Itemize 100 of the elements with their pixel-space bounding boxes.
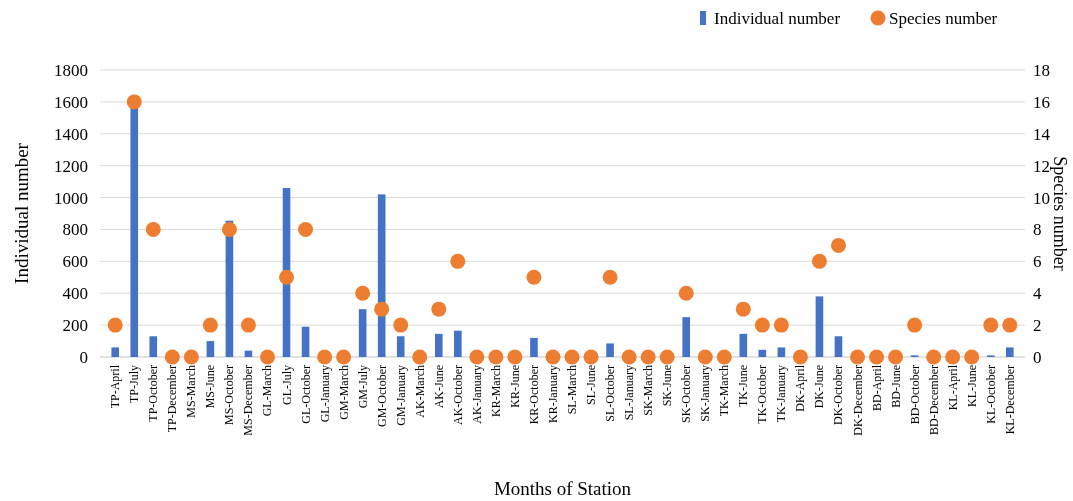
point — [164, 349, 180, 365]
point — [183, 349, 199, 365]
x-tick-label: KL-June — [964, 365, 979, 407]
x-tick-label: GM-March — [336, 365, 351, 420]
x-tick-label: SL-January — [622, 365, 637, 421]
y2-tick-label: 10 — [1033, 188, 1050, 208]
y2-tick-label: 14 — [1033, 124, 1051, 144]
point — [259, 349, 275, 365]
y2-axis-title: Species number — [1050, 156, 1070, 271]
x-tick-label: GM-July — [355, 365, 370, 409]
x-tick-label: GL-July — [279, 365, 294, 405]
bar — [358, 309, 367, 357]
x-tick-label: SK-March — [641, 365, 656, 416]
x-tick-label: TP-December — [165, 365, 180, 433]
point — [850, 349, 866, 365]
point — [659, 349, 675, 365]
x-tick-label: KR-October — [526, 365, 541, 425]
point — [374, 301, 390, 317]
point — [1002, 317, 1018, 333]
point — [279, 269, 295, 285]
y-tick-label: 1600 — [54, 92, 88, 112]
x-tick-label: MS-October — [222, 365, 237, 425]
x-tick-label: GL-March — [260, 365, 275, 417]
bar — [739, 333, 748, 357]
bar — [396, 336, 405, 357]
y2-tick-label: 12 — [1033, 156, 1050, 176]
y-axis-title: Individual number — [11, 142, 32, 284]
y-tick-label: 600 — [62, 252, 88, 272]
bar — [1005, 347, 1014, 357]
x-tick-label: TK-June — [736, 365, 751, 407]
x-axis-title: Months of Station — [493, 478, 632, 499]
point — [983, 317, 999, 333]
x-tick-label: BD-October — [907, 365, 922, 425]
y-tick-label: 1800 — [54, 60, 88, 80]
bar — [206, 341, 215, 357]
x-tick-label: TP-April — [108, 364, 123, 409]
point — [735, 301, 751, 317]
x-tick-label: DK-December — [850, 365, 865, 436]
x-tick-label: GM-January — [393, 365, 408, 426]
point — [564, 349, 580, 365]
y2-tick-label: 8 — [1033, 220, 1042, 240]
point — [488, 349, 504, 365]
y-tick-label: 400 — [62, 284, 88, 304]
point — [773, 317, 789, 333]
point — [697, 349, 713, 365]
y-tick-label: 0 — [79, 347, 88, 367]
x-tick-label: BD-December — [926, 365, 941, 435]
point — [450, 253, 466, 269]
bar — [130, 106, 139, 357]
y-tick-label: 1400 — [54, 124, 88, 144]
point — [126, 94, 142, 110]
x-tick-label: SL-March — [565, 365, 580, 415]
x-tick-label: MS-March — [184, 365, 199, 418]
bar — [434, 333, 443, 357]
y2-tick-label: 6 — [1033, 252, 1042, 272]
point — [907, 317, 923, 333]
x-tick-label: DK-October — [831, 365, 846, 425]
point — [792, 349, 808, 365]
point — [583, 349, 599, 365]
bar — [815, 296, 824, 357]
x-tick-label: SL-October — [603, 365, 618, 422]
x-tick-label: GL-October — [298, 365, 313, 424]
bar — [834, 336, 843, 357]
point — [412, 349, 428, 365]
point — [221, 221, 237, 237]
x-tick-label: KR-January — [545, 365, 560, 423]
point — [640, 349, 656, 365]
bar — [777, 347, 786, 357]
y-tick-label: 800 — [62, 220, 88, 240]
x-tick-label: DK-June — [812, 365, 827, 409]
point — [811, 253, 827, 269]
y-tick-label: 200 — [62, 316, 88, 336]
x-tick-label: BD-June — [888, 365, 903, 408]
x-tick-label: KL-October — [983, 365, 998, 424]
y2-tick-label: 2 — [1033, 316, 1042, 336]
x-tick-label: AK-June — [431, 365, 446, 409]
bar — [111, 347, 120, 357]
point — [678, 285, 694, 301]
point — [945, 349, 961, 365]
y2-tick-label: 18 — [1033, 60, 1050, 80]
point — [107, 317, 123, 333]
x-tick-label: TK-October — [755, 365, 770, 424]
x-tick-label: KL-December — [1002, 365, 1017, 435]
x-tick-label: AK-March — [412, 365, 427, 418]
x-tick-label: DK-April — [793, 364, 808, 412]
point — [336, 349, 352, 365]
x-tick-label: AK-October — [450, 365, 465, 425]
x-tick-label: KR-March — [488, 365, 503, 417]
x-tick-label: KL-April — [945, 364, 960, 411]
point — [240, 317, 256, 333]
bar — [454, 330, 462, 357]
x-tick-label: GM-October — [374, 365, 389, 427]
x-tick-label: TK-March — [717, 365, 732, 417]
point — [869, 349, 885, 365]
point — [469, 349, 485, 365]
x-tick-label: MS-June — [203, 365, 218, 409]
point — [526, 269, 542, 285]
point — [964, 349, 980, 365]
x-tick-label: TP-July — [127, 365, 142, 404]
x-tick-label: SK-October — [679, 365, 694, 423]
